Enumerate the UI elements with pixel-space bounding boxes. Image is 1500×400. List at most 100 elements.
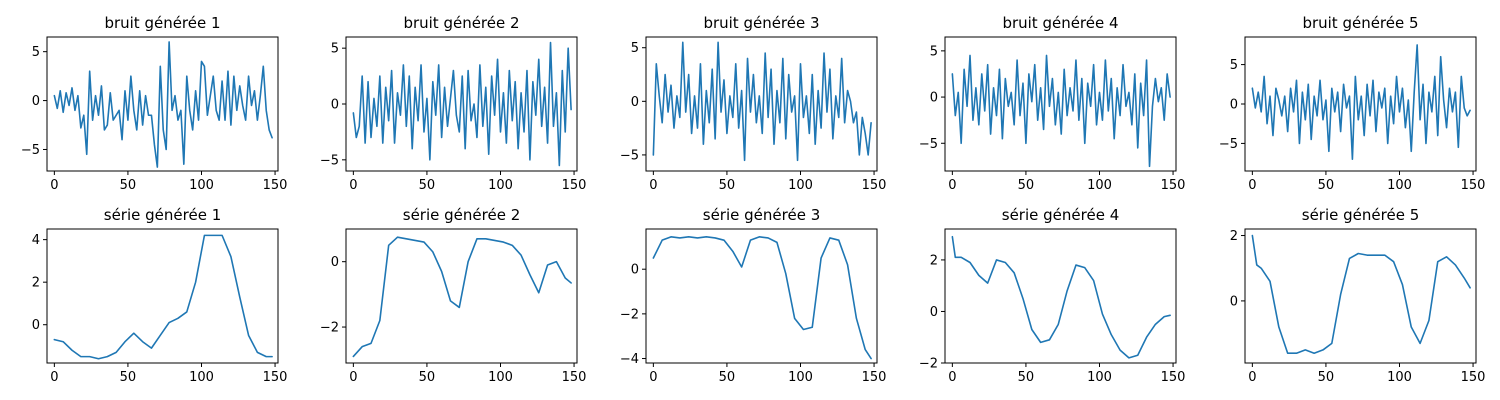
y-tick-label: 4 [32, 233, 40, 248]
x-tick-label: 150 [1161, 370, 1186, 385]
x-tick-label: 50 [1018, 178, 1035, 193]
subplot-title: série générée 5 [1302, 206, 1419, 224]
x-tick-label: 150 [1461, 370, 1486, 385]
subplot-1: bruit générée 1 0 50 100 150 −5 0 5 [21, 14, 288, 193]
y-tick-label: −5 [919, 137, 938, 152]
y-tick-label: 0 [32, 94, 40, 109]
x-tick-label: 0 [50, 178, 58, 193]
x-tick-label: 100 [1387, 370, 1412, 385]
subplot-10: série générée 5 0 50 100 150 0 2 [1230, 206, 1486, 385]
x-tick-label: 0 [349, 370, 357, 385]
subplot-9: série générée 4 0 50 100 150 −2 0 2 [919, 206, 1186, 385]
series-line [352, 41, 572, 167]
subplot-7: série générée 2 0 50 100 150 −2 0 [320, 206, 587, 385]
y-tick-label: 0 [331, 255, 339, 270]
x-tick-label: 0 [1248, 178, 1256, 193]
axes-frame [46, 228, 279, 364]
y-tick-label: 0 [331, 98, 339, 113]
x-tick-label: 50 [719, 370, 736, 385]
y-tick-label: −5 [1219, 137, 1238, 152]
y-tick-label: 0 [1230, 294, 1238, 309]
x-tick-label: 100 [788, 370, 813, 385]
y-tick-label: 5 [331, 42, 339, 57]
y-tick-label: 0 [32, 318, 40, 333]
series-line [652, 236, 872, 360]
x-tick-label: 50 [1318, 370, 1335, 385]
x-tick-label: 0 [50, 370, 58, 385]
axes-frame [645, 228, 878, 364]
x-tick-label: 150 [1461, 178, 1486, 193]
x-tick-label: 0 [1248, 370, 1256, 385]
y-tick-label: 5 [631, 41, 639, 56]
series-line [951, 54, 1171, 168]
y-tick-label: 0 [1230, 98, 1238, 113]
x-tick-label: 50 [1018, 370, 1035, 385]
x-tick-label: 150 [562, 370, 587, 385]
axes-frame [46, 36, 279, 172]
axes-frame [645, 36, 878, 172]
y-tick-label: −5 [21, 143, 40, 158]
x-tick-label: 150 [862, 178, 887, 193]
x-tick-label: 0 [349, 178, 357, 193]
y-tick-label: −4 [620, 352, 639, 367]
y-tick-label: 2 [1230, 229, 1238, 244]
x-tick-label: 100 [1087, 178, 1112, 193]
y-tick-label: −5 [620, 148, 639, 163]
subplot-6: série générée 1 0 50 100 150 0 2 4 [32, 206, 288, 385]
y-tick-label: 0 [930, 305, 938, 320]
series-line [53, 41, 273, 168]
x-tick-label: 0 [948, 370, 956, 385]
x-tick-label: 100 [189, 370, 214, 385]
series-line [53, 234, 273, 360]
y-tick-label: 5 [930, 44, 938, 59]
x-tick-label: 0 [948, 178, 956, 193]
x-tick-label: 100 [1387, 178, 1412, 193]
x-tick-label: 100 [189, 178, 214, 193]
y-tick-label: 5 [1230, 58, 1238, 73]
y-tick-label: −2 [620, 307, 639, 322]
series-line [652, 41, 872, 162]
series-line [1251, 234, 1471, 355]
x-tick-label: 0 [649, 178, 657, 193]
x-tick-label: 150 [263, 370, 288, 385]
subplot-title: série générée 3 [703, 206, 820, 224]
x-tick-label: 50 [120, 178, 137, 193]
subplot-title: bruit générée 5 [1302, 14, 1418, 32]
subplot-title: série générée 2 [403, 206, 520, 224]
series-line [1251, 44, 1471, 160]
subplot-title: bruit générée 4 [1002, 14, 1118, 32]
subplot-5: bruit générée 5 0 50 100 150 −5 0 5 [1219, 14, 1486, 193]
y-tick-label: −5 [320, 153, 339, 168]
y-tick-label: −2 [919, 357, 938, 372]
series-line [352, 236, 572, 358]
x-tick-label: 100 [488, 370, 513, 385]
y-tick-label: 2 [930, 253, 938, 268]
series-line [951, 235, 1171, 359]
x-tick-label: 50 [419, 178, 436, 193]
y-tick-label: 0 [631, 263, 639, 278]
subplot-title: bruit générée 2 [403, 14, 519, 32]
subplot-title: bruit générée 1 [104, 14, 220, 32]
x-tick-label: 150 [862, 370, 887, 385]
x-tick-label: 150 [1161, 178, 1186, 193]
subplot-8: série générée 3 0 50 100 150 −4 −2 0 [620, 206, 887, 385]
x-tick-label: 150 [562, 178, 587, 193]
x-tick-label: 50 [120, 370, 137, 385]
axes-frame [1244, 228, 1477, 364]
x-tick-label: 50 [1318, 178, 1335, 193]
x-tick-label: 150 [263, 178, 288, 193]
x-tick-label: 100 [788, 178, 813, 193]
axes-frame [944, 36, 1177, 172]
subplot-title: série générée 4 [1002, 206, 1119, 224]
y-tick-label: 2 [32, 276, 40, 291]
subplot-3: bruit générée 3 0 50 100 150 −5 0 5 [620, 14, 887, 193]
axes-frame [944, 228, 1177, 364]
x-tick-label: 50 [419, 370, 436, 385]
x-tick-label: 100 [488, 178, 513, 193]
y-tick-label: 0 [930, 91, 938, 106]
y-tick-label: −2 [320, 321, 339, 336]
x-tick-label: 100 [1087, 370, 1112, 385]
subplot-4: bruit générée 4 0 50 100 150 −5 0 5 [919, 14, 1186, 193]
x-tick-label: 50 [719, 178, 736, 193]
